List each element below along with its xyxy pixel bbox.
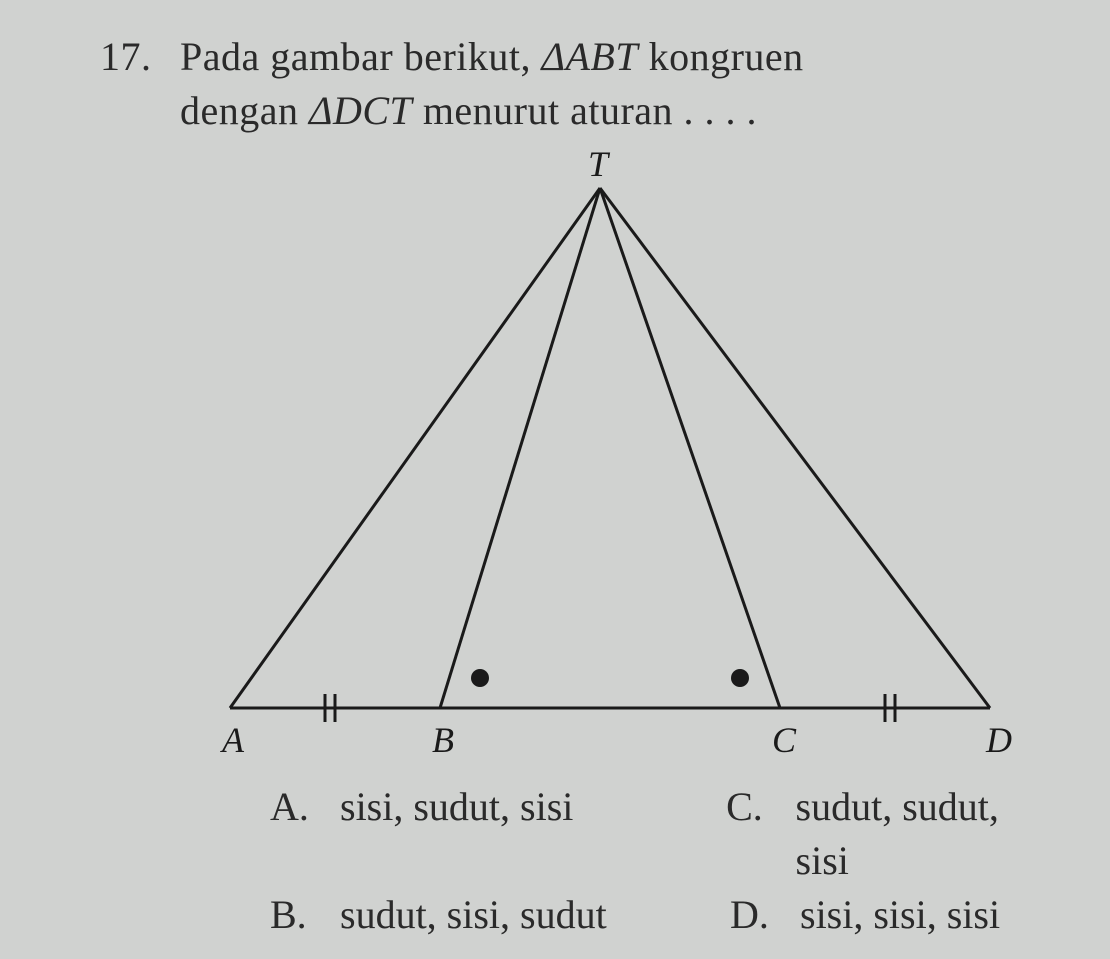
line-TC: [600, 188, 780, 708]
answer-A: A. sisi, sudut, sisi: [270, 780, 726, 888]
answer-options: A. sisi, sudut, sisi C. sudut, sudut, si…: [270, 780, 1060, 942]
q-tri2: ΔDCT: [309, 88, 412, 133]
line-TB: [440, 188, 600, 708]
answer-B-text: sudut, sisi, sudut: [340, 888, 607, 942]
answer-C-text: sudut, sudut, sisi: [796, 780, 1060, 888]
question-line-1: 17.Pada gambar berikut, ΔABT kongruen: [100, 30, 1060, 84]
answer-B: B. sudut, sisi, sudut: [270, 888, 730, 942]
angle-dot-B: [471, 669, 489, 687]
angle-dot-C: [731, 669, 749, 687]
answer-D-text: sisi, sisi, sisi: [800, 888, 1000, 942]
answer-A-text: sisi, sudut, sisi: [340, 780, 573, 888]
question-body-1: Pada gambar berikut, ΔABT kongruen: [180, 30, 1050, 84]
answer-C: C. sudut, sudut, sisi: [726, 780, 1060, 888]
answer-A-letter: A.: [270, 780, 340, 888]
q-tri1: ΔABT: [542, 34, 639, 79]
label-A: A: [220, 720, 245, 760]
question-number: 17.: [100, 30, 180, 84]
question-line-2: dengan ΔDCT menurut aturan . . . .: [180, 84, 1060, 138]
answer-row-2: B. sudut, sisi, sudut D. sisi, sisi, sis…: [270, 888, 1060, 942]
page: 17.Pada gambar berikut, ΔABT kongruen de…: [0, 0, 1110, 959]
answer-C-letter: C.: [726, 780, 795, 888]
q-text-2a: dengan: [180, 88, 309, 133]
line-TD: [600, 188, 990, 708]
diagram-container: T A B C D: [160, 148, 1060, 768]
answer-row-1: A. sisi, sudut, sisi C. sudut, sudut, si…: [270, 780, 1060, 888]
line-AT: [230, 188, 600, 708]
answer-D: D. sisi, sisi, sisi: [730, 888, 1000, 942]
triangle-diagram: T A B C D: [160, 148, 1060, 768]
answer-B-letter: B.: [270, 888, 340, 942]
label-T: T: [588, 148, 611, 184]
q-text-1b: kongruen: [638, 34, 804, 79]
answer-D-letter: D.: [730, 888, 800, 942]
label-D: D: [985, 720, 1012, 760]
label-C: C: [772, 720, 797, 760]
q-text-2b: menurut aturan . . . .: [412, 88, 757, 133]
q-text-1a: Pada gambar berikut,: [180, 34, 542, 79]
label-B: B: [432, 720, 454, 760]
